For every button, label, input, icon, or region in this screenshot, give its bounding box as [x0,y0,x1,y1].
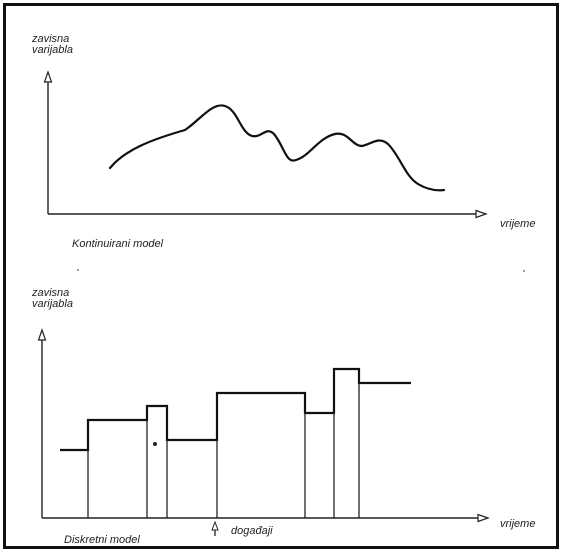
speck [77,269,79,271]
top-x-axis-label: vrijeme [500,218,536,230]
bottom-y-axis-label-line2: varijabla [32,298,73,310]
event-pointer-arrow-head [211,520,219,531]
top-y-axis-arrow [43,70,53,83]
continuous-model-panel [43,70,488,219]
diagram-frame [3,3,559,549]
discrete-step-function [60,367,411,452]
event-label: događaji [231,525,273,537]
top-y-axis-label-line1: zavisna [32,33,70,45]
marker-dot [153,442,157,446]
bottom-x-axis-label: vrijeme [500,518,536,530]
top-y-axis-label-line2: varijabla [32,44,73,56]
bottom-panel-caption: Diskretni model [64,534,140,546]
speck [523,270,525,272]
bottom-y-axis-arrow [37,328,47,341]
bottom-x-axis-arrow [477,513,490,523]
continuous-curve [108,104,446,192]
discrete-model-panel [37,328,490,536]
bottom-y-axis-label-line1: zavisna [32,287,70,299]
top-panel-caption: Kontinuirani model [72,238,164,250]
top-x-axis-arrow [475,209,488,219]
